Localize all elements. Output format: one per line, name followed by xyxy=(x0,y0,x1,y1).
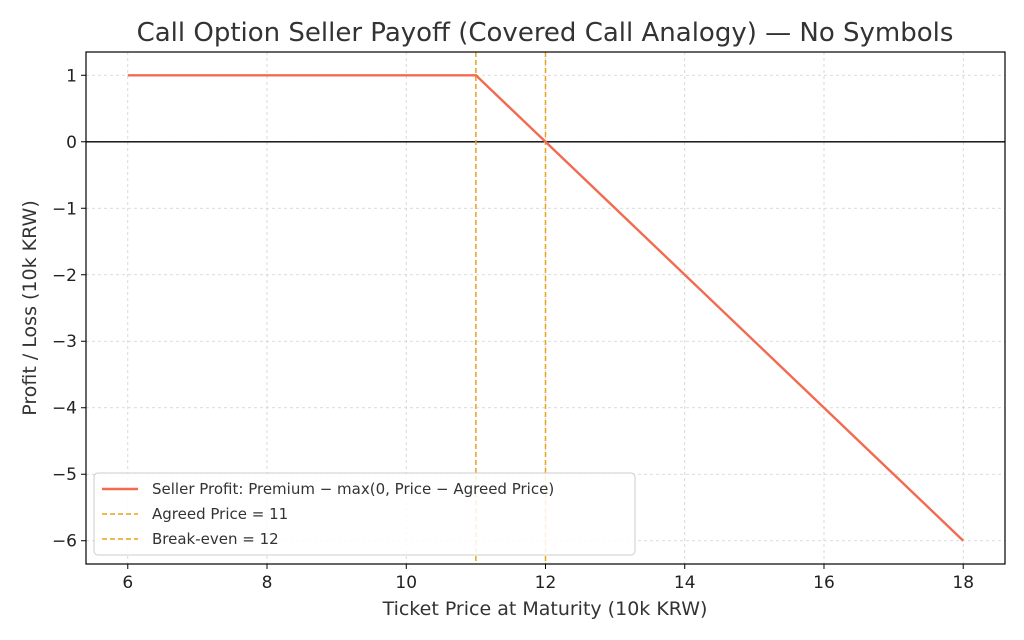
x-tick-label: 10 xyxy=(395,573,417,593)
x-tick-label: 14 xyxy=(674,573,696,593)
x-axis-label: Ticket Price at Maturity (10k KRW) xyxy=(382,598,708,620)
y-tick-label: −3 xyxy=(52,332,77,352)
chart-title: Call Option Seller Payoff (Covered Call … xyxy=(137,18,954,48)
y-tick-label: −1 xyxy=(52,199,77,219)
series-layer xyxy=(127,74,965,542)
y-tick-label: −2 xyxy=(52,266,77,286)
y-tick-label: −4 xyxy=(52,399,77,419)
legend-label: Break-even = 12 xyxy=(152,530,279,548)
y-tick-label: 0 xyxy=(66,133,77,153)
x-tick-label: 12 xyxy=(535,573,557,593)
x-tick-label: 18 xyxy=(952,573,974,593)
y-tick-label: −5 xyxy=(52,465,77,485)
legend-label: Agreed Price = 11 xyxy=(152,505,288,523)
x-tick-label: 6 xyxy=(122,573,133,593)
payoff-line xyxy=(127,74,965,542)
x-tick-label: 8 xyxy=(262,573,273,593)
y-axis-label: Profit / Loss (10k KRW) xyxy=(19,200,41,415)
legend: Seller Profit: Premium − max(0, Price − … xyxy=(93,472,636,556)
legend-label: Seller Profit: Premium − max(0, Price − … xyxy=(152,480,554,498)
y-tick-label: 1 xyxy=(66,66,77,86)
x-tick-label: 16 xyxy=(813,573,835,593)
legend-box xyxy=(93,472,636,556)
y-tick-label: −6 xyxy=(52,532,77,552)
